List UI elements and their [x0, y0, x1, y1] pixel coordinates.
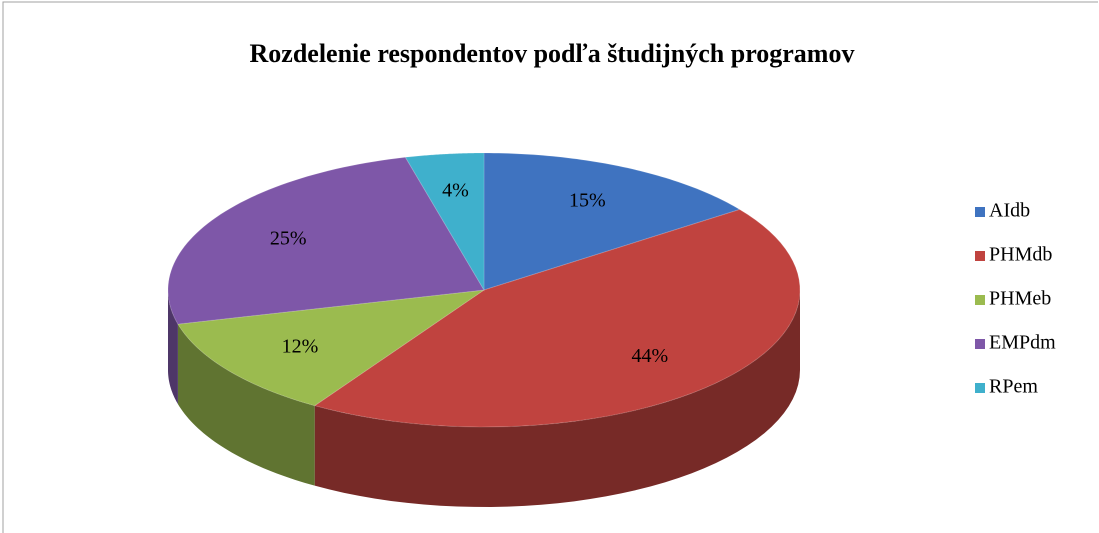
- slice-side: [314, 290, 800, 507]
- slice: [177, 289, 485, 407]
- slice: [313, 208, 801, 428]
- legend-swatch: [975, 207, 985, 217]
- legend-label: EMPdm: [989, 332, 1056, 354]
- slice-side: [177, 324, 315, 486]
- data-label: 12%: [282, 336, 319, 358]
- slice-side: [168, 290, 178, 405]
- slice: [404, 152, 485, 292]
- legend-label: AIdb: [989, 200, 1030, 222]
- legend-label: PHMdb: [989, 244, 1052, 266]
- slice: [483, 152, 741, 291]
- slice: [167, 156, 485, 325]
- data-label: 25%: [270, 227, 307, 249]
- data-label: 15%: [569, 190, 606, 212]
- data-label: 44%: [632, 345, 669, 367]
- legend-swatch: [975, 383, 985, 393]
- data-label: 4%: [442, 180, 469, 202]
- legend-swatch: [975, 295, 985, 305]
- legend-label: PHMeb: [989, 288, 1051, 310]
- chart-title: Rozdelenie respondentov podľa študijných…: [250, 39, 855, 68]
- legend-swatch: [975, 339, 985, 349]
- legend-swatch: [975, 251, 985, 261]
- legend-label: RPem: [989, 376, 1038, 398]
